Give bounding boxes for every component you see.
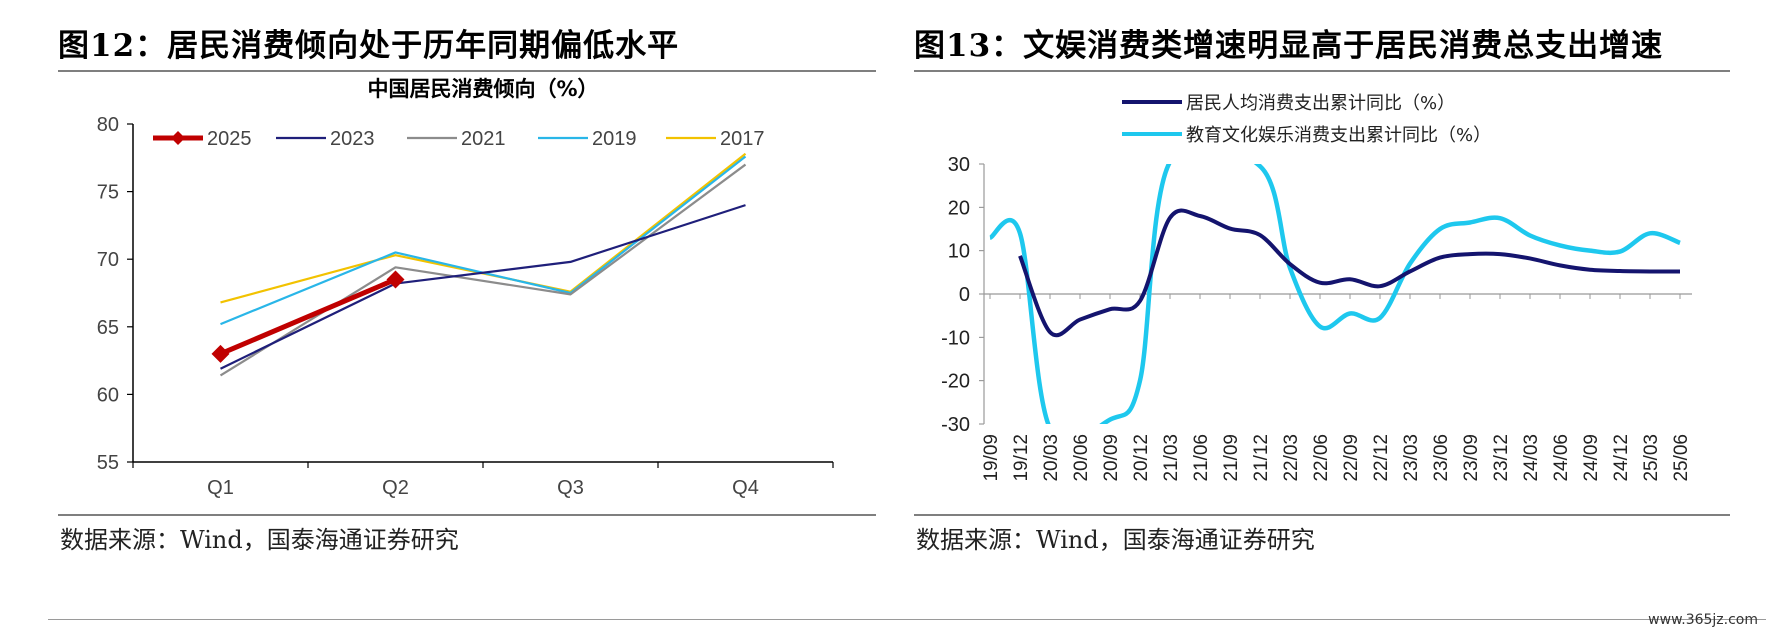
right-source-rule (914, 514, 1730, 516)
right-x-tick-label: 20/09 (1101, 434, 1122, 482)
watermark: www.365jz.com (1648, 612, 1758, 628)
left-series-line-2025 (219, 277, 397, 357)
left-series-line-2021 (219, 163, 747, 377)
right-x-tick-label: 23/06 (1431, 434, 1452, 482)
right-y-tick-label: -10 (941, 327, 970, 349)
right-x-tick-label: 21/09 (1221, 434, 1242, 482)
right-series-line-education-culture (988, 164, 1681, 424)
left-legend-label-2025: 2025 (207, 128, 252, 150)
left-y-tick-label: 70 (97, 249, 119, 271)
left-title-rule (58, 70, 876, 72)
left-chart-title: 中国居民消费倾向（%） (367, 77, 598, 101)
left-legend-label-2021: 2021 (461, 128, 506, 150)
left-x-tick-label: Q3 (557, 477, 584, 499)
left-legend-label-2023: 2023 (330, 128, 375, 150)
right-x-tick-label: 24/06 (1551, 434, 1572, 482)
left-x-tick-label: Q2 (382, 477, 409, 499)
right-y-tick-label: -30 (941, 414, 970, 436)
right-x-tick-label: 20/12 (1131, 434, 1152, 482)
right-x-tick-label: 20/06 (1071, 434, 1092, 482)
right-x-tick-label: 19/09 (981, 434, 1002, 482)
right-x-tick-label: 19/12 (1011, 434, 1032, 482)
right-plot-area (988, 164, 1681, 424)
right-y-tick-label: 20 (948, 197, 970, 219)
right-figure-title: 图13：文娱消费类增速明显高于居民消费总支出增速 (914, 28, 1664, 64)
left-series-marker-2025 (386, 270, 405, 289)
right-x-tick-label: 24/12 (1611, 434, 1632, 482)
left-figure-title: 图12：居民消费倾向处于历年同期偏低水平 (58, 28, 680, 64)
right-chart: -30 -20 -10 0 10 20 30 19/09 19/12 20/03 20/06 20/0… (941, 93, 1692, 482)
right-y-tick-label: 30 (948, 154, 970, 176)
right-source-note: 数据来源：Wind，国泰海通证券研究 (916, 526, 1315, 554)
left-legend-label-2019: 2019 (592, 128, 637, 150)
right-x-tick-label: 21/03 (1161, 434, 1182, 482)
right-y-tick-label: 0 (959, 284, 970, 306)
right-x-tick-label: 22/12 (1371, 434, 1392, 482)
left-series-line-2023 (220, 204, 746, 370)
left-legend-label-2017: 2017 (720, 128, 765, 150)
page-bottom-rule (48, 619, 1766, 620)
right-y-tick-label: 10 (948, 241, 970, 263)
right-x-tick-label: 24/09 (1581, 434, 1602, 482)
right-x-tick-label: 21/12 (1251, 434, 1272, 482)
left-series-marker-2025 (211, 344, 230, 363)
left-x-tick-label: Q4 (732, 477, 759, 499)
right-legend-label-1: 教育文化娱乐消费支出累计同比（%） (1186, 125, 1491, 146)
left-chart: 中国居民消费倾向（%） 55 60 65 70 75 80 Q1 Q2 Q3 Q4 2025 2023 2… (97, 77, 834, 499)
right-y-tick-label: -20 (941, 371, 970, 393)
left-y-tick-label: 75 (97, 182, 119, 204)
left-source-rule (58, 514, 876, 516)
right-x-tick-label: 25/03 (1641, 434, 1662, 482)
right-x-tick-label: 25/06 (1671, 434, 1692, 482)
right-x-tick-label: 24/03 (1521, 434, 1542, 482)
right-x-tick-label: 20/03 (1041, 434, 1062, 482)
right-series-line-consumption (1018, 208, 1681, 338)
right-x-tick-label: 22/06 (1311, 434, 1332, 482)
right-x-tick-label: 23/03 (1401, 434, 1422, 482)
right-x-tick-label: 22/09 (1341, 434, 1362, 482)
left-legend-marker-2025 (171, 131, 185, 145)
left-y-tick-label: 60 (97, 384, 119, 406)
left-x-tick-label: Q1 (207, 477, 234, 499)
right-title-rule (914, 70, 1730, 72)
left-series-line-2019 (220, 155, 747, 326)
left-y-tick-label: 80 (97, 114, 119, 136)
left-y-tick-label: 65 (97, 317, 119, 339)
right-legend-label-0: 居民人均消费支出累计同比（%） (1186, 93, 1455, 114)
right-x-tick-label: 23/09 (1461, 434, 1482, 482)
left-y-tick-label: 55 (97, 452, 119, 474)
left-source-note: 数据来源：Wind，国泰海通证券研究 (60, 526, 459, 554)
right-x-tick-label: 22/03 (1281, 434, 1302, 482)
right-x-tick-label: 21/06 (1191, 434, 1212, 482)
right-x-tick-label: 23/12 (1491, 434, 1512, 482)
